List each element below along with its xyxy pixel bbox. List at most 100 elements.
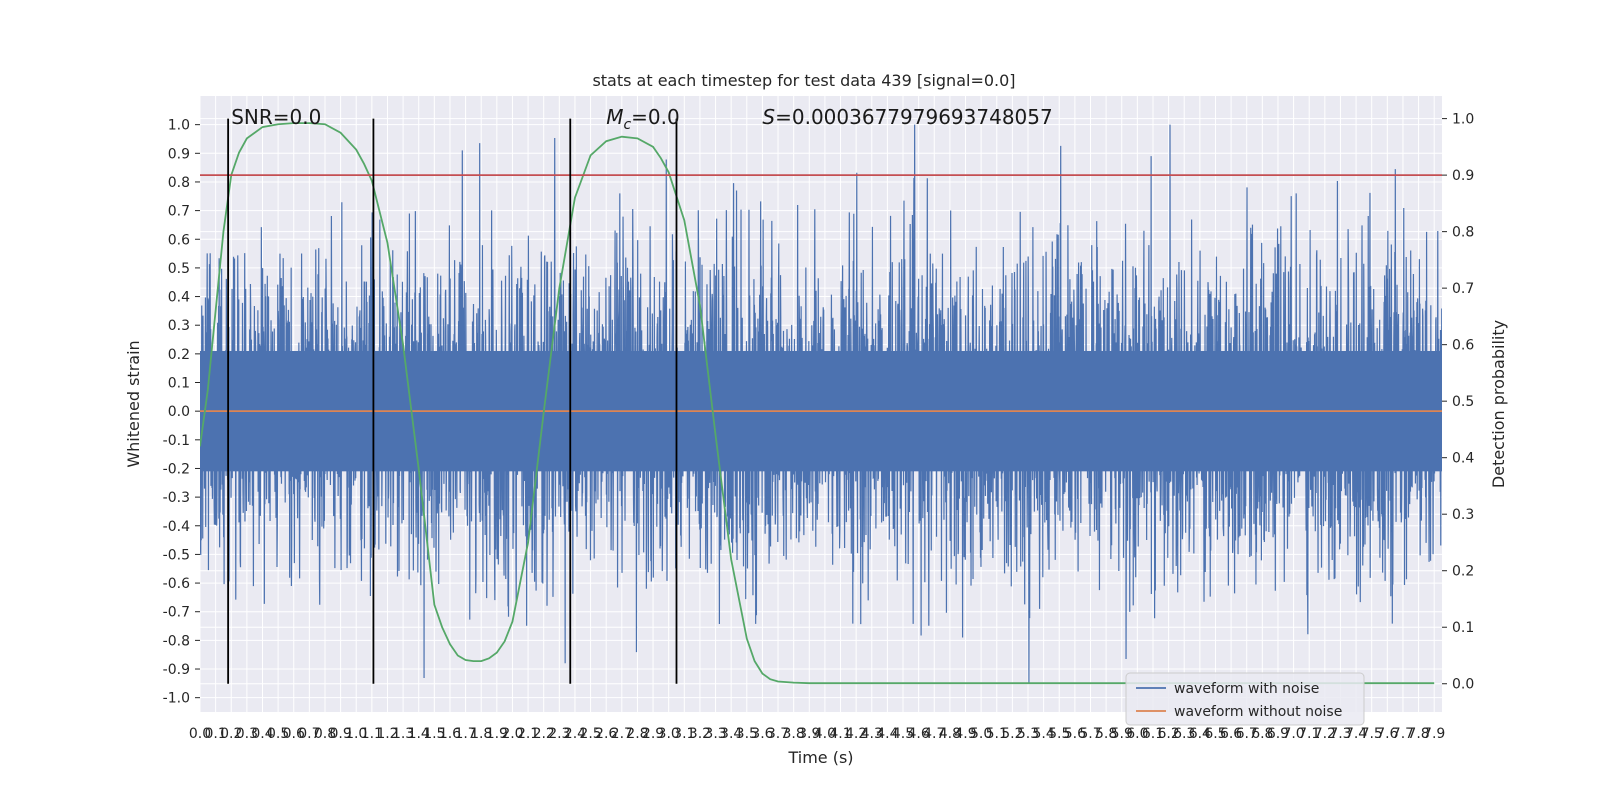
x-tick-label: 1.0 xyxy=(345,726,367,742)
x-tick-label: 3.9 xyxy=(798,726,820,742)
y-tick-label-left: -0.8 xyxy=(163,633,190,649)
annotation-text: SNR=0.0 xyxy=(231,105,321,129)
x-tick-label: 4.6 xyxy=(908,726,930,742)
vertical-markers xyxy=(227,118,678,684)
y-tick-label-right: 0.3 xyxy=(1452,507,1474,523)
x-tick-label: 5.6 xyxy=(1064,726,1086,742)
series-detection-probability xyxy=(200,122,1435,685)
y-tick-label-left: -0.5 xyxy=(163,547,190,563)
x-tick-label: 0.4 xyxy=(251,726,273,742)
y-tick-label-right: 0.2 xyxy=(1452,564,1474,580)
y-tick-label-left: 0.1 xyxy=(168,376,190,392)
x-tick-label: 2.3 xyxy=(548,726,570,742)
x-tick-label: 6.6 xyxy=(1220,726,1242,742)
x-tick-label: 5.5 xyxy=(1048,726,1070,742)
chart-title: stats at each timestep for test data 439… xyxy=(592,71,1015,90)
x-tick-label: 0.1 xyxy=(204,726,226,742)
x-tick-label: 7.6 xyxy=(1376,726,1398,742)
y-tick-label-left: -0.2 xyxy=(163,461,190,477)
x-tick-label: 3.6 xyxy=(751,726,773,742)
y-tick-label-left: 0.0 xyxy=(168,404,190,420)
x-tick-label: 0.8 xyxy=(314,726,336,742)
x-tick-label: 1.7 xyxy=(454,726,476,742)
legend: waveform with noise waveform without nois… xyxy=(1125,672,1365,726)
y-tick-label-right: 0.9 xyxy=(1452,168,1474,184)
x-tick-label: 1.3 xyxy=(392,726,414,742)
x-tick-label: 1.9 xyxy=(486,726,508,742)
y-tick-label-right: 0.5 xyxy=(1452,394,1474,410)
x-tick-label: 6.3 xyxy=(1173,726,1195,742)
y-tick-label-right: 0.1 xyxy=(1452,620,1474,636)
x-tick-label: 5.0 xyxy=(970,726,992,742)
x-tick-label: 5.9 xyxy=(1111,726,1133,742)
y-tick-label-left: 0.9 xyxy=(168,146,190,162)
y-tick-labels-left: -1.0 -0.9 -0.8 -0.7 -0.6 -0.5 -0.4 -0.3 -0.2 -0.1… xyxy=(163,118,200,707)
x-tick-label: 3.7 xyxy=(767,726,789,742)
x-tick-label: 0.3 xyxy=(236,726,258,742)
x-tick-label: 4.1 xyxy=(829,726,851,742)
x-tick-label: 0.9 xyxy=(329,726,351,742)
x-tick-label: 7.5 xyxy=(1361,726,1383,742)
x-tick-label: 6.5 xyxy=(1204,726,1226,742)
x-tick-label: 5.4 xyxy=(1032,726,1054,742)
x-tick-label: 2.9 xyxy=(642,726,664,742)
y-tick-label-left: 0.4 xyxy=(168,290,190,306)
x-tick-label: 2.6 xyxy=(595,726,617,742)
x-tick-label: 3.3 xyxy=(704,726,726,742)
y-tick-label-left: -0.1 xyxy=(163,433,190,449)
y-tick-label-left: 0.5 xyxy=(168,261,190,277)
x-tick-label: 3.0 xyxy=(658,726,680,742)
x-tick-label: 4.4 xyxy=(876,726,898,742)
x-tick-label: 4.7 xyxy=(923,726,945,742)
y-tick-label-left: 0.3 xyxy=(168,318,190,334)
x-tick-label: 5.3 xyxy=(1017,726,1039,742)
y-tick-label-left: -0.4 xyxy=(163,519,190,535)
x-tick-label: 7.9 xyxy=(1423,726,1445,742)
x-tick-label: 0.6 xyxy=(283,726,305,742)
x-tick-label: 7.0 xyxy=(1282,726,1304,742)
x-tick-label: 0.0 xyxy=(189,726,211,742)
x-tick-label: 4.3 xyxy=(861,726,883,742)
y-tick-label-left: -1.0 xyxy=(163,691,190,707)
x-tick-label: 1.4 xyxy=(408,726,430,742)
x-tick-label: 3.1 xyxy=(673,726,695,742)
x-tick-label: 4.2 xyxy=(845,726,867,742)
x-tick-label: 1.6 xyxy=(439,726,461,742)
y-tick-label-left: 1.0 xyxy=(168,118,190,134)
x-tick-label: 5.1 xyxy=(986,726,1008,742)
x-tick-label: 5.8 xyxy=(1095,726,1117,742)
annotations: SNR=0.0 Mc=0.0 S=0.0003677979693748057 xyxy=(231,105,1052,133)
x-tick-label: 6.7 xyxy=(1236,726,1258,742)
x-tick-label: 7.4 xyxy=(1345,726,1367,742)
y-tick-label-right: 0.0 xyxy=(1452,677,1474,693)
x-tick-label: 2.7 xyxy=(611,726,633,742)
x-tick-label: 7.7 xyxy=(1392,726,1414,742)
x-tick-label: 6.1 xyxy=(1142,726,1164,742)
y-tick-label-right: 0.6 xyxy=(1452,338,1474,354)
x-tick-label: 2.5 xyxy=(579,726,601,742)
y-tick-label-left: 0.6 xyxy=(168,232,190,248)
x-tick-label: 3.4 xyxy=(720,726,742,742)
x-tick-label: 2.4 xyxy=(564,726,586,742)
x-tick-labels: 0.00.10.20.30.40.50.60.70.80.91.01.11.21… xyxy=(189,726,1445,742)
y-tick-label-left: 0.7 xyxy=(168,204,190,220)
x-tick-label: 0.2 xyxy=(220,726,242,742)
x-tick-label: 7.8 xyxy=(1407,726,1429,742)
x-tick-label: 2.2 xyxy=(533,726,555,742)
y-tick-label-right: 0.7 xyxy=(1452,281,1474,297)
x-tick-label: 7.2 xyxy=(1314,726,1336,742)
x-tick-label: 2.8 xyxy=(626,726,648,742)
y-tick-label-left: -0.6 xyxy=(163,576,190,592)
x-tick-label: 6.0 xyxy=(1126,726,1148,742)
x-tick-label: 7.3 xyxy=(1329,726,1351,742)
x-tick-label: 6.8 xyxy=(1251,726,1273,742)
x-tick-label: 5.7 xyxy=(1079,726,1101,742)
y-tick-label-right: 0.8 xyxy=(1452,225,1474,241)
x-tick-label: 2.1 xyxy=(517,726,539,742)
y-tick-label-right: 1.0 xyxy=(1452,112,1474,128)
x-axis-label: Time (s) xyxy=(787,748,853,767)
x-tick-label: 7.1 xyxy=(1298,726,1320,742)
x-tick-label: 4.5 xyxy=(892,726,914,742)
x-tick-label: 4.9 xyxy=(954,726,976,742)
